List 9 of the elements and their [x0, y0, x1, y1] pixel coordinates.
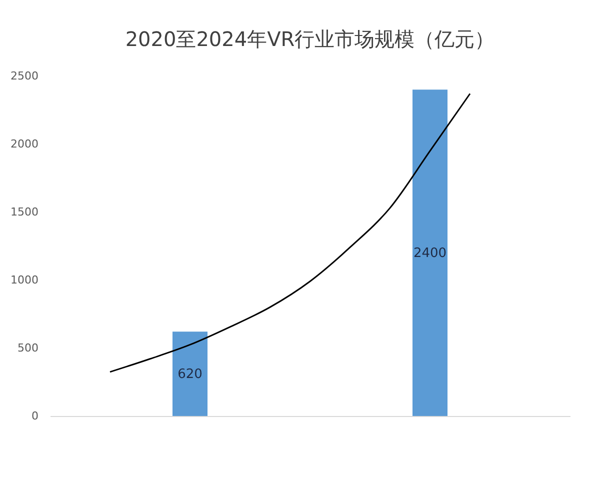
y-tick-label: 2500 [10, 70, 38, 82]
y-tick-label: 0 [32, 410, 38, 422]
data-label: 620 [178, 366, 202, 382]
data-label: 2400 [413, 246, 447, 261]
y-tick-label: 1000 [10, 274, 38, 286]
y-tick-label: 500 [18, 342, 38, 354]
y-tick-label: 2000 [10, 138, 38, 150]
chart-title: 2020至2024年VR行业市场规模（亿元） [125, 27, 495, 51]
y-tick-label: 1500 [10, 206, 38, 218]
